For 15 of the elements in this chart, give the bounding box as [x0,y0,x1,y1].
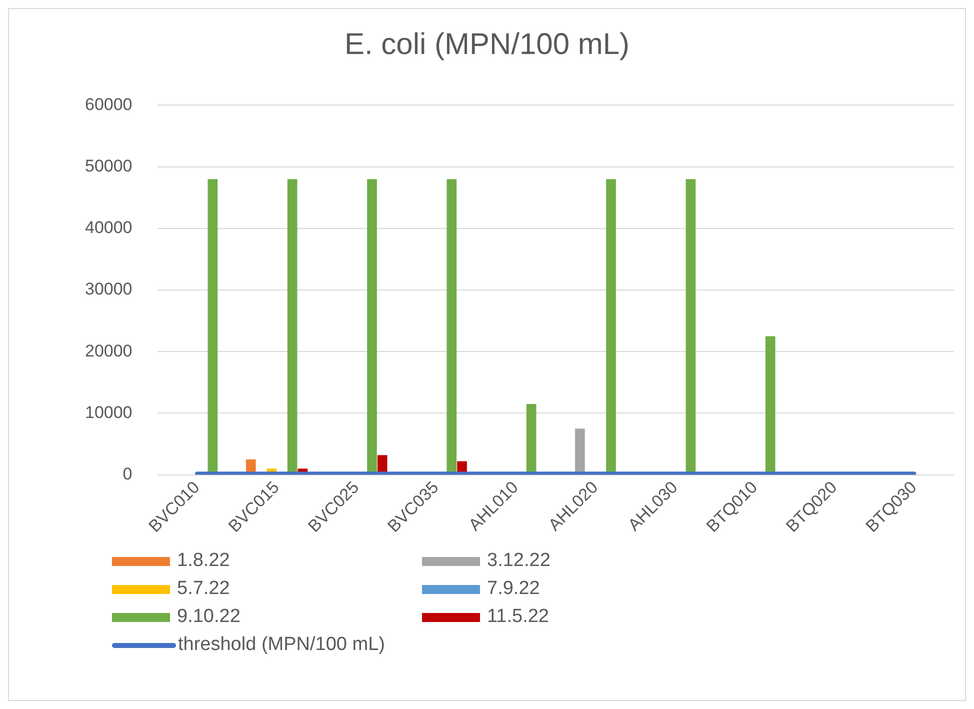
y-tick-label: 30000 [84,280,132,299]
legend-label: 3.12.22 [487,550,550,572]
legend-label: 11.5.22 [487,606,549,628]
chart-title: E. coli (MPN/100 mL) [343,28,631,62]
legend-label: 5.7.22 [177,578,230,600]
legend-label: threshold (MPN/100 mL) [178,634,385,656]
y-tick-label: 50000 [84,156,132,176]
legend-label: 9.10.22 [177,606,240,628]
y-tick-label: 60000 [84,94,132,114]
legend-label: 7.9.22 [487,578,540,600]
y-tick-label: 0 [122,464,132,484]
y-tick-label: 40000 [84,218,132,238]
y-tick-label: 20000 [84,341,132,360]
y-tick-label: 10000 [84,402,132,422]
legend-label: 1.8.22 [177,550,230,572]
